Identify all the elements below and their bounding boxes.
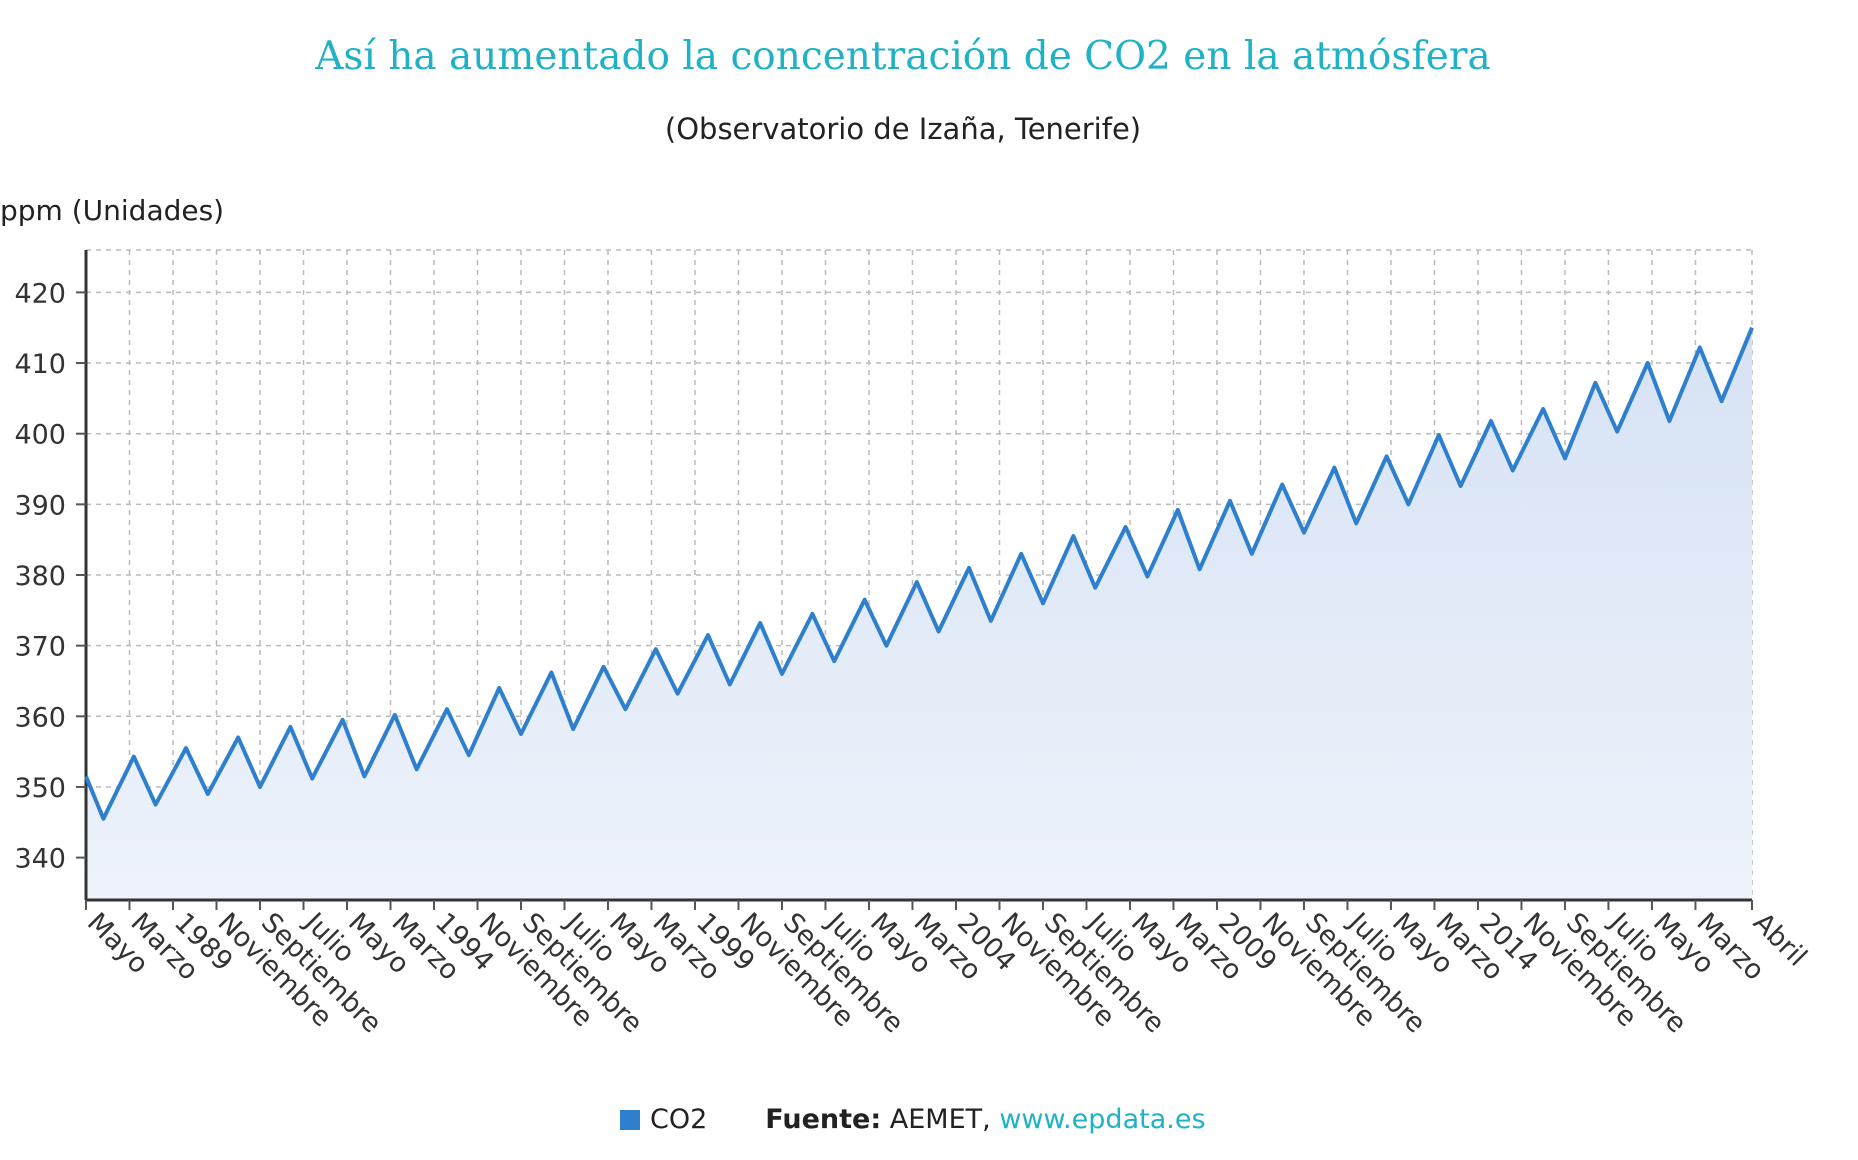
- y-tick-label: 340: [14, 844, 66, 875]
- chart-title: Así ha aumentado la concentración de CO2…: [315, 34, 1491, 79]
- legend-swatch-icon: [620, 1110, 640, 1130]
- legend-item-co2[interactable]: CO2: [620, 1104, 707, 1135]
- chart-subtitle: (Observatorio de Izaña, Tenerife): [664, 112, 1142, 146]
- y-tick-label: 400: [14, 420, 66, 451]
- source-label: Fuente:: [765, 1104, 882, 1135]
- y-tick-label: 350: [14, 773, 66, 804]
- source-link[interactable]: www.epdata.es: [999, 1104, 1206, 1135]
- y-tick-label: 420: [14, 278, 66, 309]
- y-axis-label: ppm (Unidades): [0, 194, 224, 227]
- y-tick-label: 380: [14, 561, 66, 592]
- x-axis-ticks: MayoMarzo1989NoviembreSeptiembreJulioMay…: [81, 900, 1813, 1039]
- y-axis-ticks: 340 350 360 370 380 390 400 410 420: [14, 278, 86, 875]
- co2-area-fill: [86, 327, 1752, 900]
- legend-label: CO2: [650, 1104, 708, 1135]
- y-tick-label: 360: [14, 702, 66, 733]
- chart-footer: CO2 Fuente: AEMET, www.epdata.es: [620, 1104, 1206, 1135]
- y-tick-label: 370: [14, 632, 66, 663]
- y-tick-label: 390: [14, 490, 66, 521]
- y-tick-label: 410: [14, 349, 66, 380]
- source-text: AEMET,: [889, 1104, 991, 1135]
- co2-series-line: [84, 326, 1754, 821]
